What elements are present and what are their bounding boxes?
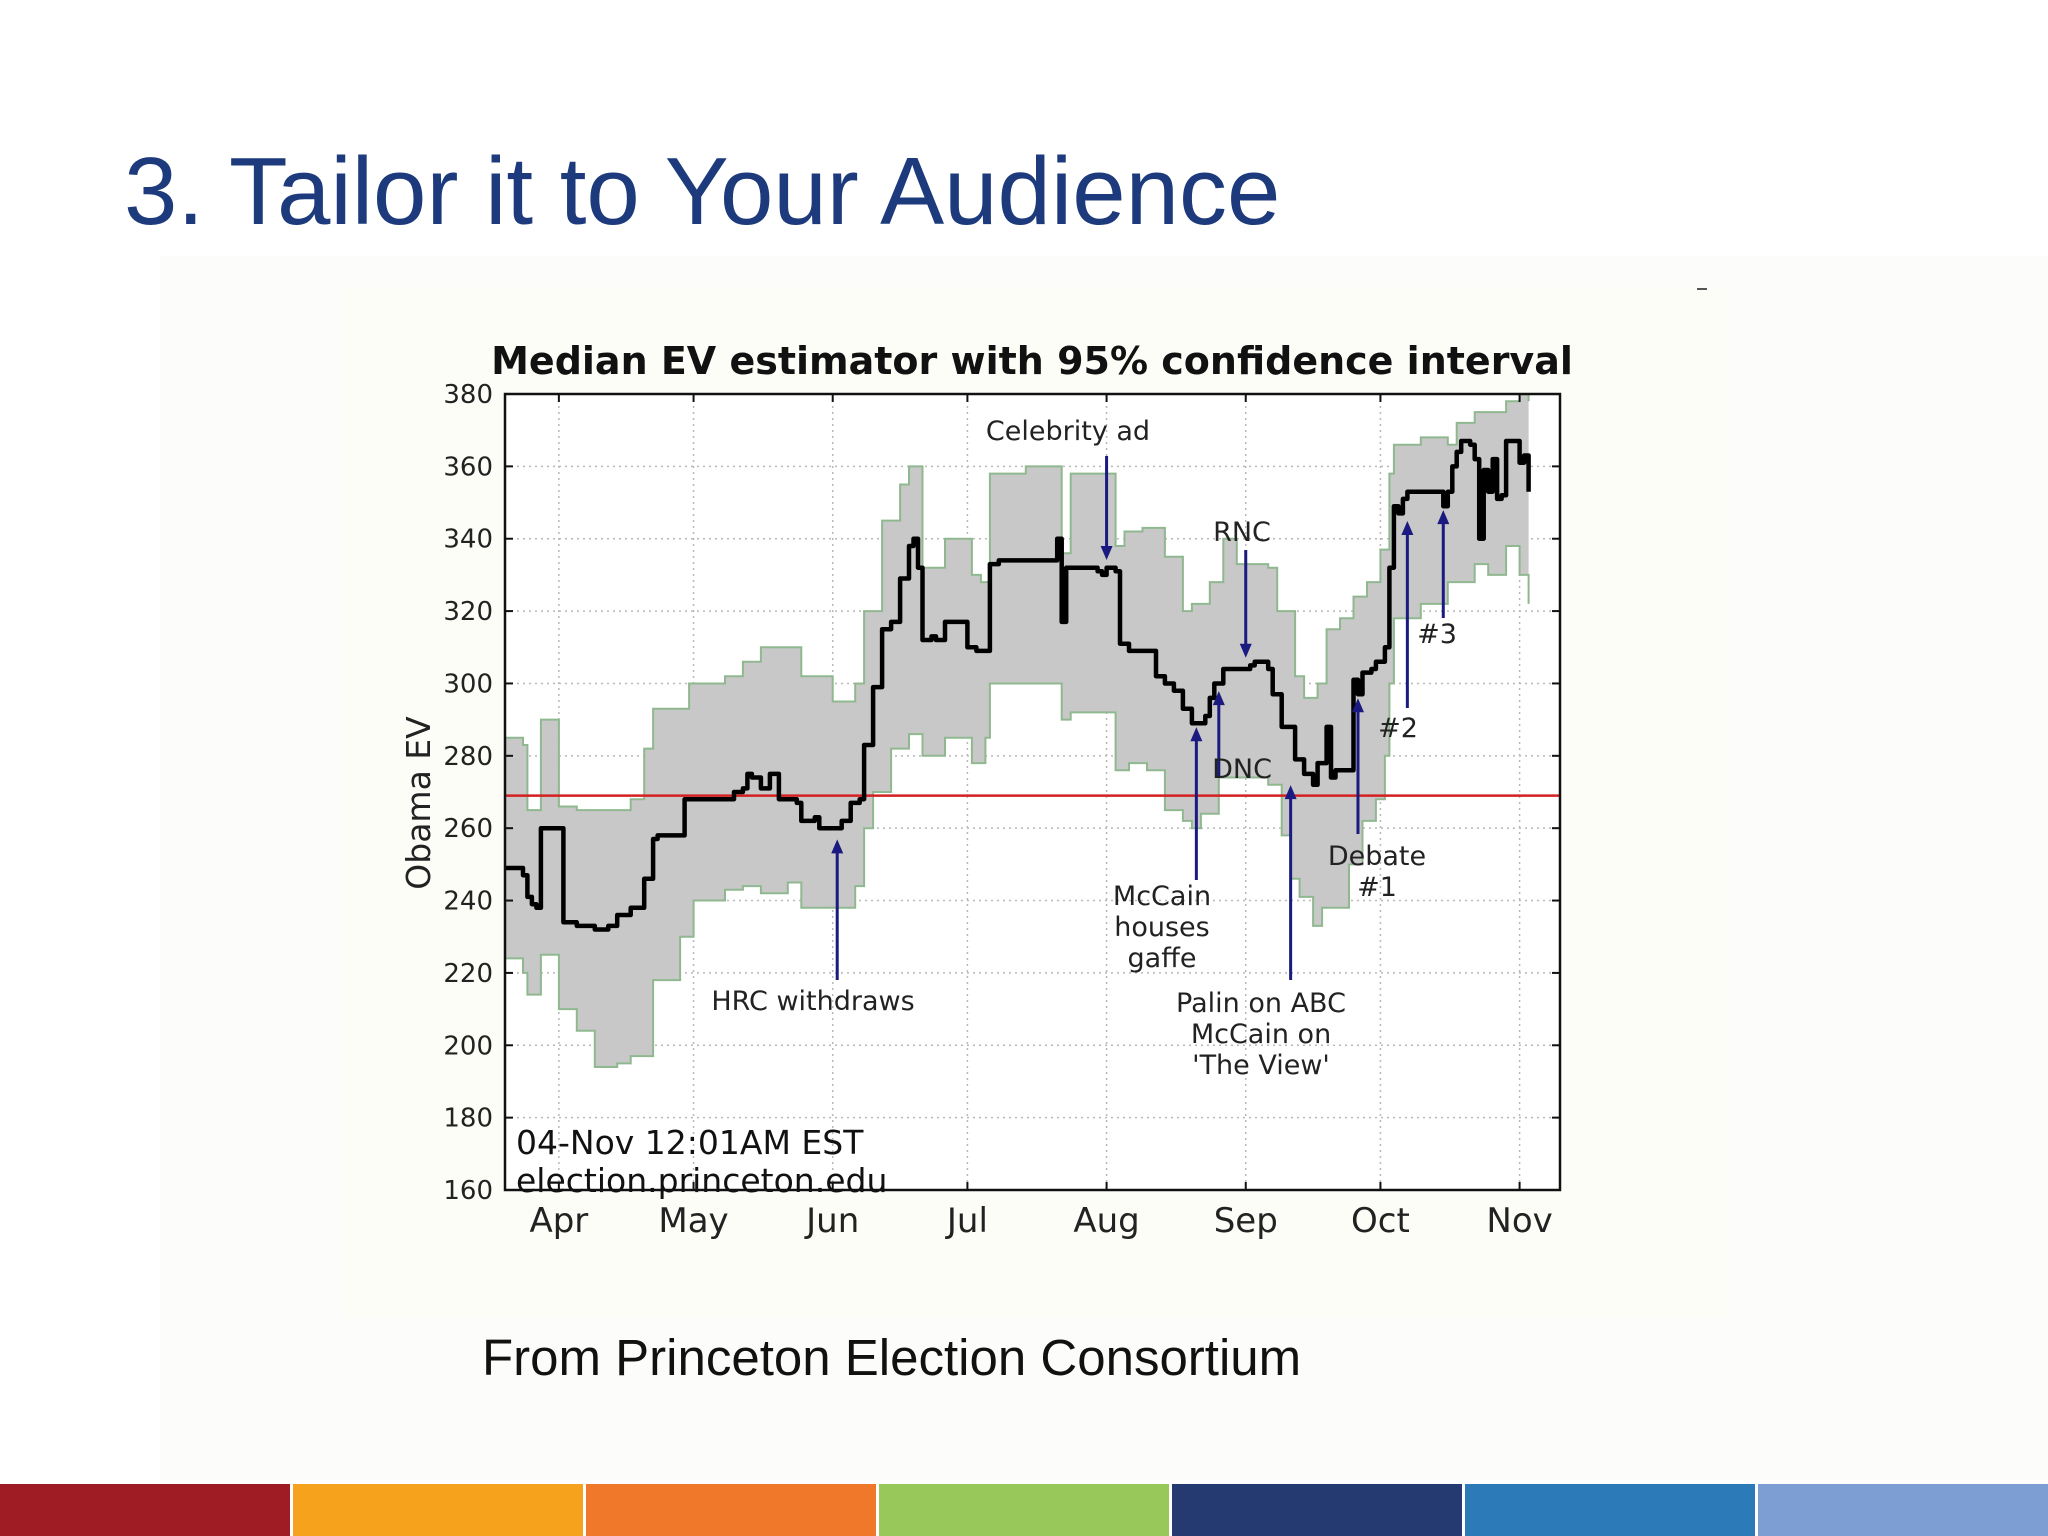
annotation-label: RNC bbox=[1213, 517, 1271, 548]
footer-color-bar bbox=[0, 1484, 2048, 1536]
annotation-arrowhead bbox=[831, 839, 844, 854]
footer-stripe-7 bbox=[1755, 1484, 2048, 1536]
annotation-label: Celebrity ad bbox=[986, 416, 1150, 447]
footer-stripe-6 bbox=[1462, 1484, 1755, 1536]
x-tick-label: Jul bbox=[945, 1201, 988, 1241]
annotation-label: DNC bbox=[1212, 754, 1272, 785]
annotation-arrowhead bbox=[1351, 698, 1364, 713]
y-tick-label: 220 bbox=[443, 959, 493, 989]
slide-title: 3. Tailor it to Your Audience bbox=[124, 138, 1281, 245]
annotation-arrowhead bbox=[1100, 546, 1113, 561]
annotation-label: HRC withdraws bbox=[711, 986, 914, 1017]
median-line-layer bbox=[505, 438, 1531, 932]
y-tick-label: 260 bbox=[443, 814, 493, 844]
y-tick-label: 340 bbox=[443, 525, 493, 555]
confidence-band-lower-edge bbox=[505, 545, 1530, 1068]
median-ev-chart: Median EV estimator with 95% confidence … bbox=[399, 339, 1573, 1241]
footer-stripe-2 bbox=[290, 1484, 583, 1536]
chart-image: Median EV estimator with 95% confidence … bbox=[340, 288, 1730, 1318]
x-tick-label: Aug bbox=[1073, 1201, 1139, 1241]
annotation-label: McCain houses gaffe bbox=[1113, 881, 1211, 974]
x-tick-label: Sep bbox=[1214, 1201, 1278, 1241]
x-tick-label: Jun bbox=[804, 1201, 859, 1241]
footer-stripe-3 bbox=[583, 1484, 876, 1536]
confidence-band-layer bbox=[505, 394, 1530, 1068]
annotation-arrowhead bbox=[1212, 691, 1225, 706]
footer-stripe-1 bbox=[0, 1484, 290, 1536]
x-tick-label: Apr bbox=[529, 1201, 588, 1241]
y-tick-label: 380 bbox=[443, 380, 493, 410]
annotation-arrowhead bbox=[1437, 510, 1450, 525]
axes: 160 180 200 220 240 260 280 300 320 340 360 380 Apr M… bbox=[443, 380, 1562, 1241]
annotation-arrowhead bbox=[1401, 521, 1414, 536]
y-tick-label: 240 bbox=[443, 887, 493, 917]
corner-mark bbox=[1697, 288, 1707, 290]
y-tick-label: 280 bbox=[443, 742, 493, 772]
y-tick-label: 300 bbox=[443, 669, 493, 699]
footer-stripe-4 bbox=[876, 1484, 1169, 1536]
y-tick-label: 320 bbox=[443, 597, 493, 627]
footer-stripe-5 bbox=[1169, 1484, 1462, 1536]
confidence-band bbox=[505, 394, 1529, 1067]
y-axis-label: Obama EV bbox=[399, 716, 438, 890]
stamp-website: election.princeton.edu bbox=[516, 1161, 887, 1200]
y-tick-label: 200 bbox=[443, 1031, 493, 1061]
confidence-band-upper-edge bbox=[505, 394, 1530, 812]
annotation-arrowhead bbox=[1239, 643, 1252, 658]
y-tick-label: 160 bbox=[443, 1176, 493, 1206]
annotations: Celebrity ad RNC DNC McCain houses gaffe HRC w… bbox=[711, 416, 1457, 1081]
stamp-timestamp: 04-Nov 12:01AM EST bbox=[516, 1123, 864, 1162]
x-tick-label: Nov bbox=[1486, 1201, 1552, 1241]
annotation-arrowhead bbox=[1190, 727, 1203, 742]
plot-frame bbox=[503, 392, 1562, 1192]
chart-title: Median EV estimator with 95% confidence … bbox=[491, 339, 1573, 383]
y-tick-label: 180 bbox=[443, 1104, 493, 1134]
annotation-label: #3 bbox=[1417, 619, 1457, 650]
x-tick-label: May bbox=[658, 1201, 728, 1241]
source-caption: From Princeton Election Consortium bbox=[482, 1329, 1302, 1386]
median-ev-line bbox=[505, 438, 1531, 932]
x-tick-label: Oct bbox=[1351, 1201, 1410, 1241]
y-tick-label: 360 bbox=[443, 452, 493, 482]
annotation-arrowhead bbox=[1284, 785, 1297, 800]
annotation-label: #2 bbox=[1378, 713, 1418, 744]
annotation-label: Debate #1 bbox=[1328, 841, 1426, 903]
annotation-label: Palin on ABC McCain on 'The View' bbox=[1176, 988, 1346, 1081]
